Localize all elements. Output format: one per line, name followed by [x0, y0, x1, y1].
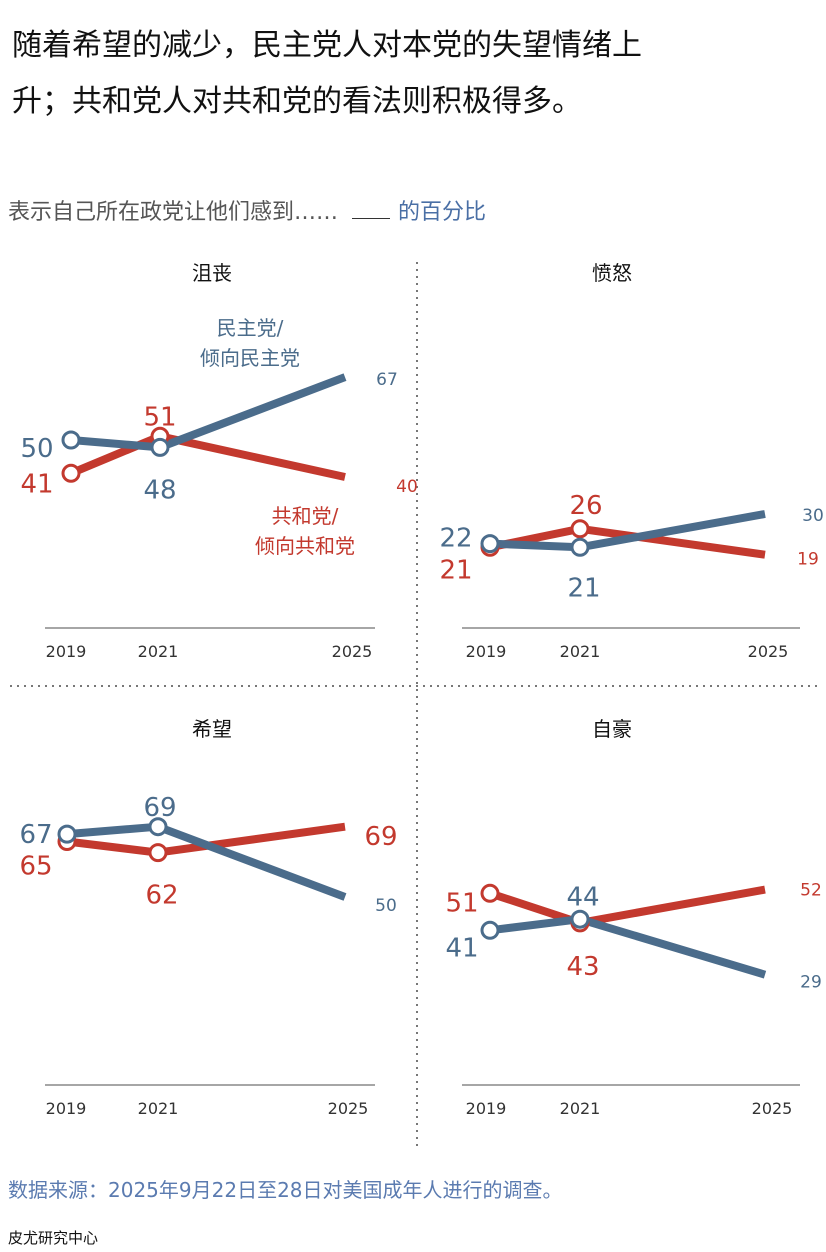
data-label-rep: 69 [364, 822, 397, 852]
series-line-rep [488, 885, 766, 927]
data-label-rep: 52 [800, 881, 822, 901]
data-point-dem [570, 909, 590, 929]
x-tick-label: 2019 [466, 642, 507, 661]
data-point-dem [570, 537, 590, 557]
legend-label-dem: 倾向民主党 [200, 346, 300, 370]
chart-subtitle: 表示自己所在政党让他们感到…… 的百分比 [8, 194, 486, 226]
data-point-dem [480, 920, 500, 940]
data-point-rep [148, 843, 168, 863]
series-line-dem [66, 822, 347, 901]
data-label-dem: 41 [445, 933, 478, 963]
data-label-rep: 62 [145, 881, 178, 911]
organization-credit: 皮尤研究中心 [8, 1229, 99, 1247]
data-label-rep: 40 [396, 477, 418, 497]
panel-title: 自豪 [592, 717, 632, 741]
data-label-dem: 48 [143, 476, 176, 506]
subtitle-prefix: 表示自己所在政党让他们感到…… [8, 200, 339, 225]
x-tick-label: 2025 [328, 1099, 369, 1118]
series-line-dem [489, 510, 766, 552]
data-label-rep: 43 [566, 952, 599, 982]
data-label-rep: 19 [797, 550, 819, 570]
data-point-rep [61, 463, 81, 483]
data-point-rep [570, 519, 590, 539]
data-label-dem: 29 [800, 973, 822, 993]
x-tick-label: 2021 [138, 642, 179, 661]
x-tick-label: 2021 [560, 642, 601, 661]
data-point-dem [480, 534, 500, 554]
series-line-dem [489, 915, 767, 979]
subtitle-blank [352, 200, 391, 219]
x-tick-label: 2019 [46, 642, 87, 661]
legend-label-dem: 民主党/ [217, 316, 284, 340]
data-point-rep [480, 883, 500, 903]
data-label-dem: 50 [375, 896, 397, 916]
data-label-dem: 21 [567, 573, 600, 603]
data-label-dem: 30 [802, 506, 824, 526]
data-label-rep: 41 [20, 469, 53, 499]
data-label-dem: 22 [439, 524, 472, 554]
x-tick-label: 2025 [332, 642, 373, 661]
data-label-dem: 44 [566, 882, 599, 912]
series-line-dem [70, 373, 347, 452]
x-tick-label: 2019 [46, 1099, 87, 1118]
data-label-rep: 65 [19, 852, 52, 882]
x-tick-label: 2019 [466, 1099, 507, 1118]
legend-label-rep: 共和党/ [272, 504, 339, 528]
data-label-rep: 51 [143, 402, 176, 432]
x-tick-label: 2021 [560, 1099, 601, 1118]
data-label-dem: 67 [376, 370, 398, 390]
data-label-rep: 21 [439, 555, 472, 585]
data-label-dem: 67 [19, 820, 52, 850]
data-point-dem [148, 817, 168, 837]
x-tick-label: 2025 [752, 1099, 793, 1118]
panel-title: 沮丧 [192, 261, 232, 285]
panel-title: 希望 [192, 717, 232, 741]
source-note: 数据来源：2025年9月22日至28日对美国成年人进行的调查。 [8, 1178, 563, 1202]
x-tick-label: 2025 [748, 642, 789, 661]
data-label-dem: 50 [20, 434, 53, 464]
panel-title: 愤怒 [592, 261, 632, 285]
subtitle-suffix: 的百分比 [398, 200, 487, 225]
chart-title: 随着希望的减少，民主党人对本党的失望情绪上 升；共和党人对共和党的看法则积极得多。 [12, 28, 642, 119]
data-point-dem [150, 437, 170, 457]
data-label-rep: 51 [445, 888, 478, 918]
data-label-rep: 26 [569, 491, 602, 521]
data-label-dem: 69 [143, 793, 176, 823]
x-tick-label: 2021 [138, 1099, 179, 1118]
data-point-dem [57, 824, 77, 844]
legend-label-rep: 倾向共和党 [255, 534, 355, 558]
data-point-dem [61, 430, 81, 450]
